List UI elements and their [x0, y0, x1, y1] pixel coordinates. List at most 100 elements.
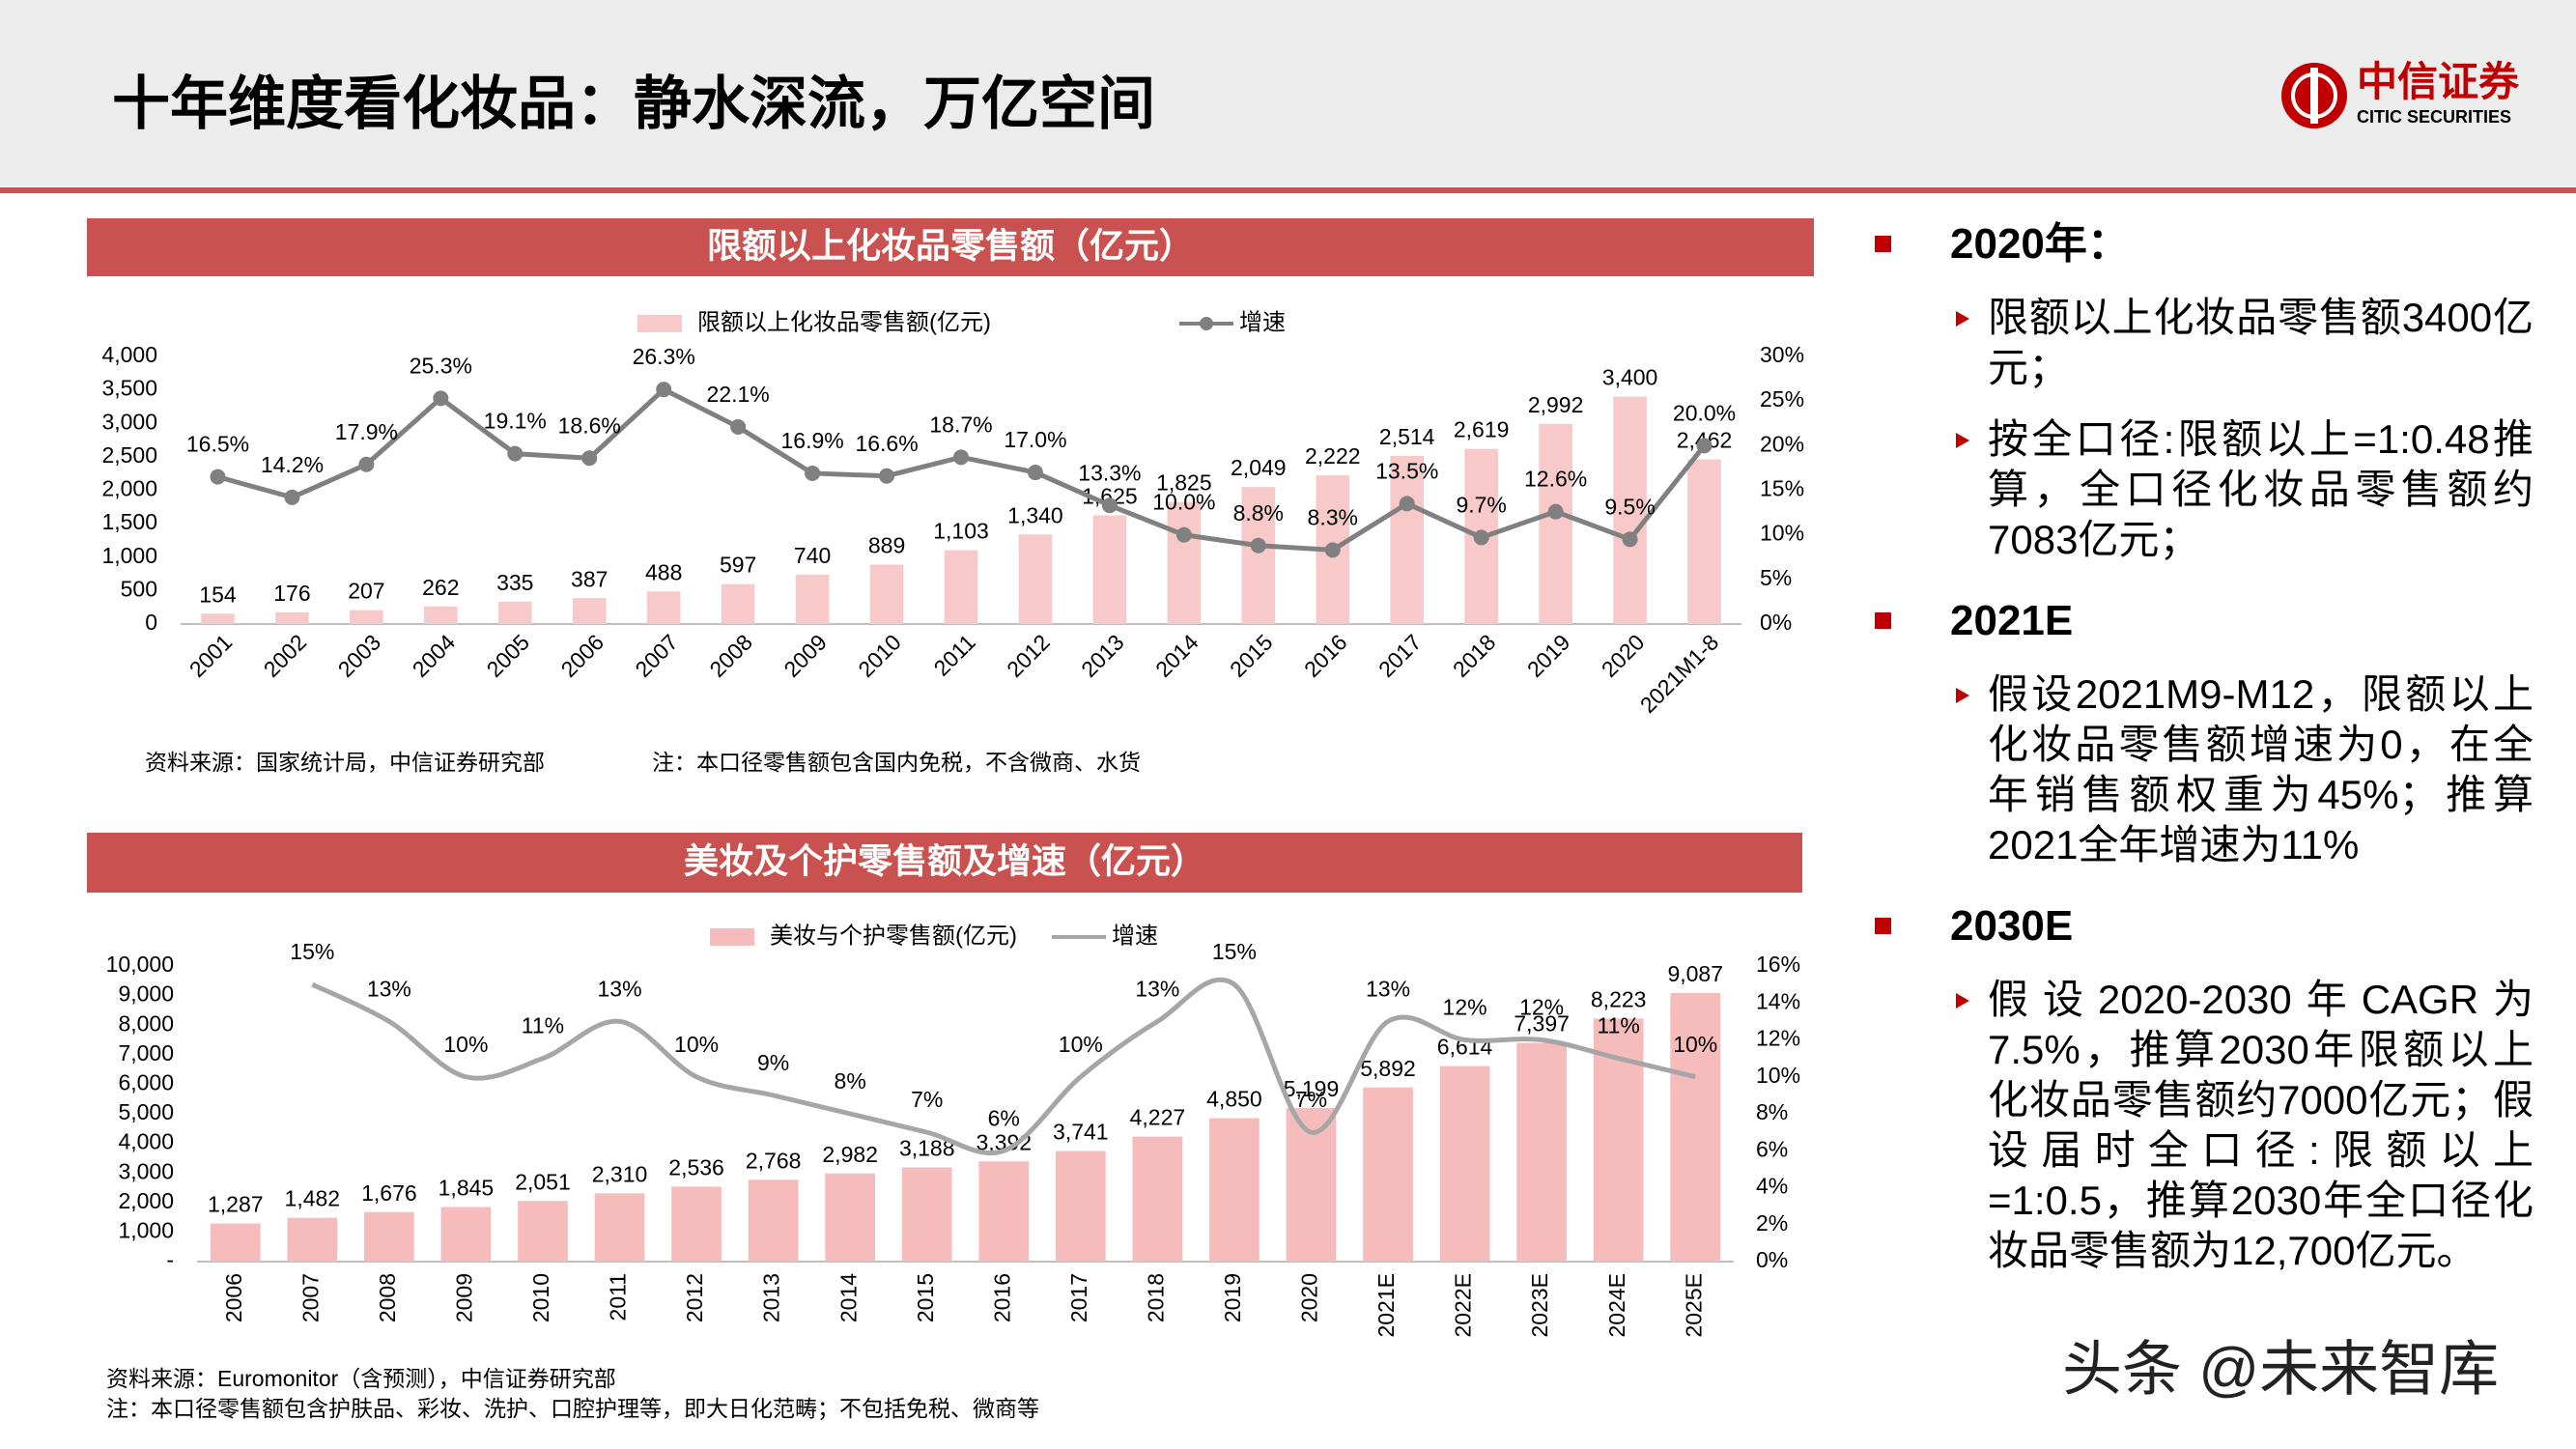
- y2-tick-label: 4%: [1756, 1174, 1788, 1199]
- bar: [1390, 455, 1425, 624]
- y-tick-label: 4,000: [101, 342, 157, 367]
- y2-tick-label: 30%: [1760, 342, 1804, 367]
- line-value-label: 16.9%: [780, 428, 843, 453]
- bar: [1687, 459, 1721, 624]
- bar: [1132, 1136, 1183, 1262]
- bar-value-label: 1,676: [361, 1180, 417, 1206]
- summary-panel: 2020年： 限额以上化妆品零售额3400亿元； 按全口径:限额以上=1:0.4…: [1869, 217, 2545, 1276]
- bar-value-label: 889: [868, 533, 905, 558]
- bar-value-label: 4,850: [1206, 1087, 1262, 1112]
- x-tick-label: 2011: [606, 1273, 631, 1321]
- x-tick-label: 2016: [989, 1273, 1014, 1322]
- line-value-label: 15%: [1212, 939, 1257, 964]
- line-marker: [805, 465, 821, 481]
- bar: [350, 610, 383, 624]
- bar-value-label: 3,741: [1053, 1120, 1109, 1145]
- bar-value-label: 2,768: [746, 1148, 802, 1173]
- y2-tick-label: 15%: [1760, 476, 1804, 501]
- bar-value-label: 4,227: [1130, 1105, 1186, 1130]
- line-value-label: 12%: [1519, 995, 1564, 1020]
- bar: [594, 1193, 645, 1262]
- x-tick-label: 2013: [1076, 629, 1129, 682]
- x-tick-label: 2011: [928, 629, 979, 680]
- line-value-label: 16.5%: [186, 432, 249, 457]
- line-value-label: 10%: [1059, 1032, 1103, 1057]
- bar-value-label: 488: [645, 559, 682, 584]
- y-tick-label: -: [166, 1247, 174, 1272]
- x-tick-label: 2020: [1297, 1273, 1322, 1322]
- x-tick-label: 2021E: [1373, 1273, 1399, 1338]
- bar-value-label: 176: [273, 581, 310, 606]
- x-tick-label: 2012: [1002, 629, 1055, 682]
- bar-value-label: 2,222: [1305, 443, 1361, 469]
- logo-text-en: CITIC SECURITIES: [2357, 107, 2511, 127]
- line-value-label: 25.3%: [410, 353, 472, 378]
- logo: 中信证券 CITIC SECURITIES: [2281, 59, 2520, 128]
- y2-tick-label: 16%: [1756, 952, 1800, 977]
- chart-title-bar: [87, 833, 1802, 893]
- bar: [671, 1186, 722, 1262]
- x-tick-label: 2025E: [1681, 1273, 1706, 1338]
- y2-tick-label: 10%: [1756, 1063, 1800, 1088]
- legend-label: 增速: [1239, 309, 1286, 335]
- bar-value-label: 8,223: [1591, 986, 1647, 1011]
- bar: [201, 613, 235, 624]
- bar-value-label: 207: [348, 579, 384, 604]
- chart-source: 资料来源：国家统计局，中信证券研究部: [145, 750, 545, 775]
- line-value-label: 9%: [757, 1050, 789, 1075]
- line-marker: [1324, 542, 1341, 558]
- line-marker: [1399, 496, 1415, 512]
- y-tick-label: 500: [121, 576, 157, 601]
- y2-tick-label: 25%: [1760, 386, 1804, 412]
- bar: [795, 574, 830, 624]
- line-marker: [879, 468, 895, 484]
- chart-source: 资料来源：Euromonitor（含预测），中信证券研究部: [106, 1366, 616, 1391]
- item-text: 假设2020-2030年CAGR为7.5%，推算2030年限额以上化妆品零售额约…: [1988, 977, 2534, 1273]
- y2-tick-label: 14%: [1756, 988, 1800, 1013]
- bar: [364, 1211, 414, 1262]
- x-tick-label: 2007: [297, 1273, 323, 1322]
- bar-value-label: 1,845: [439, 1176, 495, 1201]
- line-value-label: 13.5%: [1375, 458, 1438, 483]
- line-marker: [284, 489, 300, 505]
- bar-value-label: 2,514: [1379, 424, 1435, 449]
- x-tick-label: 2006: [556, 629, 609, 682]
- item-text: 限额以上化妆品零售额3400亿元；: [1988, 295, 2534, 390]
- bar: [901, 1167, 952, 1262]
- x-tick-label: 2024E: [1604, 1273, 1629, 1338]
- bar-value-label: 1,482: [285, 1186, 341, 1211]
- x-tick-label: 2014: [835, 1273, 861, 1322]
- line-marker: [358, 456, 375, 472]
- line-value-label: 26.3%: [633, 344, 695, 369]
- bar-value-label: 9,087: [1667, 961, 1723, 986]
- bar-value-label: 2,619: [1454, 417, 1510, 442]
- x-tick-label: 2010: [853, 629, 906, 682]
- line-value-label: 13%: [1366, 976, 1410, 1001]
- y2-tick-label: 0%: [1760, 610, 1792, 635]
- bar: [869, 564, 904, 624]
- x-tick-label: 2023E: [1527, 1273, 1552, 1338]
- x-tick-label: 2013: [759, 1273, 784, 1322]
- x-tick-label: 2010: [528, 1273, 553, 1322]
- line-value-label: 8.3%: [1308, 504, 1358, 529]
- legend-swatch: [710, 928, 754, 946]
- y-tick-label: 2,000: [118, 1188, 174, 1213]
- bar-value-label: 387: [571, 566, 608, 591]
- line-value-label: 13.3%: [1078, 460, 1141, 485]
- bar: [721, 583, 755, 624]
- bar: [1018, 534, 1053, 624]
- x-tick-label: 2004: [408, 629, 461, 682]
- y-tick-label: 10,000: [106, 952, 174, 977]
- bar-value-label: 2,536: [668, 1154, 724, 1179]
- y-tick-label: 3,500: [101, 376, 157, 401]
- legend-label: 增速: [1112, 923, 1158, 949]
- x-tick-label: 2001: [184, 629, 238, 682]
- line-value-label: 13%: [1135, 976, 1179, 1001]
- line-value-label: 13%: [367, 976, 411, 1001]
- line-value-label: 16.6%: [855, 431, 918, 456]
- header-rule: [0, 187, 2576, 193]
- line-marker: [1696, 438, 1713, 454]
- bar: [1539, 423, 1572, 624]
- y-tick-label: 2,500: [101, 442, 157, 468]
- y-tick-label: 1,500: [101, 509, 157, 534]
